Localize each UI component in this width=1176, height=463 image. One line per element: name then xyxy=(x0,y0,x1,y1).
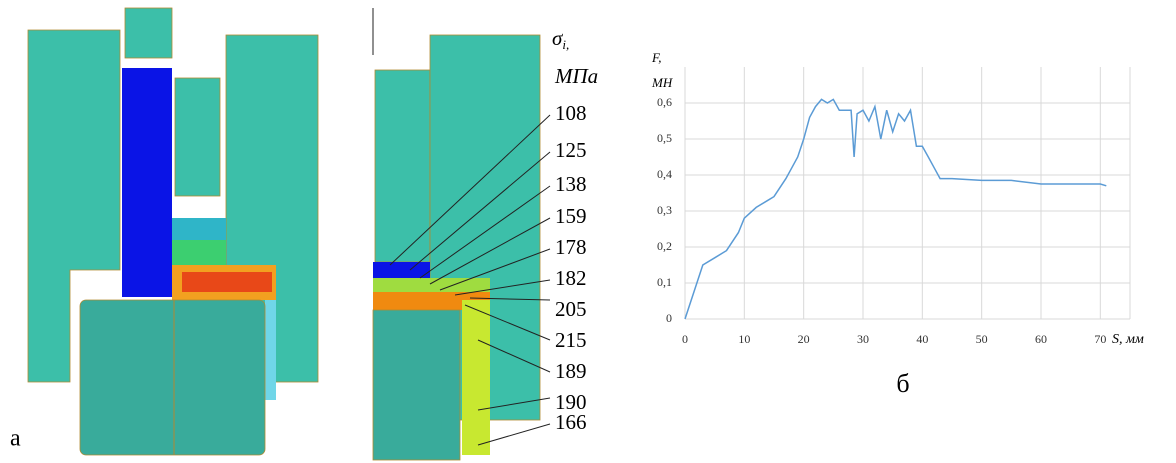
x-tick-label: 50 xyxy=(976,332,988,346)
stress-label: 190 xyxy=(555,390,587,414)
blank xyxy=(372,309,461,461)
simulation-right xyxy=(372,8,551,461)
stress-symbol: σ xyxy=(552,26,564,50)
x-tick-label: 30 xyxy=(857,332,869,346)
annotation: б xyxy=(896,369,909,398)
x-tick-label: 10 xyxy=(738,332,750,346)
panel-label: а xyxy=(10,426,21,452)
sleeve xyxy=(174,77,221,197)
x-tick-label: 60 xyxy=(1035,332,1047,346)
die-left xyxy=(27,29,121,383)
punch-top xyxy=(124,7,173,59)
stress-label: 108 xyxy=(555,101,587,125)
stress-symbol: σi, xyxy=(552,26,569,52)
y-tick-label: 0,4 xyxy=(657,167,672,181)
y-tick-label: 0,1 xyxy=(657,275,672,289)
x-tick-label: 70 xyxy=(1094,332,1106,346)
x-tick-label: 40 xyxy=(916,332,928,346)
data-line xyxy=(684,98,1107,320)
x-tick-label: 0 xyxy=(682,332,688,346)
y-axis-label: F, xyxy=(651,50,662,65)
stress-index: i, xyxy=(562,37,569,52)
stress-label: 125 xyxy=(555,138,587,162)
contour xyxy=(462,300,490,455)
stress-label: 166 xyxy=(555,410,587,434)
y-tick-label: 0 xyxy=(666,311,672,325)
x-tick-label: 20 xyxy=(798,332,810,346)
y-axis-label: МН xyxy=(651,75,673,90)
contour xyxy=(182,272,272,292)
sleeve xyxy=(374,69,431,263)
stress-unit: МПа xyxy=(554,64,598,88)
stress-label: 138 xyxy=(555,172,587,196)
y-tick-label: 0,6 xyxy=(657,95,672,109)
y-tick-label: 0,5 xyxy=(657,131,672,145)
contour xyxy=(373,278,490,292)
simulation-left xyxy=(27,7,319,456)
y-tick-label: 0,2 xyxy=(657,239,672,253)
punch xyxy=(122,68,172,297)
line-chart: 0 0,1 0,2 0,3 0,4 0,5 0,6 0 10 20 30 40 50 60 70 F, МН S,… xyxy=(651,50,1144,398)
stress-label: 178 xyxy=(555,235,587,259)
stress-label: 205 xyxy=(555,297,587,321)
contour xyxy=(265,300,276,400)
stress-label: 182 xyxy=(555,266,587,290)
x-axis-label: S, мм xyxy=(1112,332,1144,347)
stress-label: 215 xyxy=(555,328,587,352)
leader-lines xyxy=(389,114,551,446)
contour xyxy=(373,292,490,310)
stress-label: 159 xyxy=(555,204,587,228)
stress-label: 189 xyxy=(555,359,587,383)
y-tick-label: 0,3 xyxy=(657,203,672,217)
blank xyxy=(79,299,266,456)
